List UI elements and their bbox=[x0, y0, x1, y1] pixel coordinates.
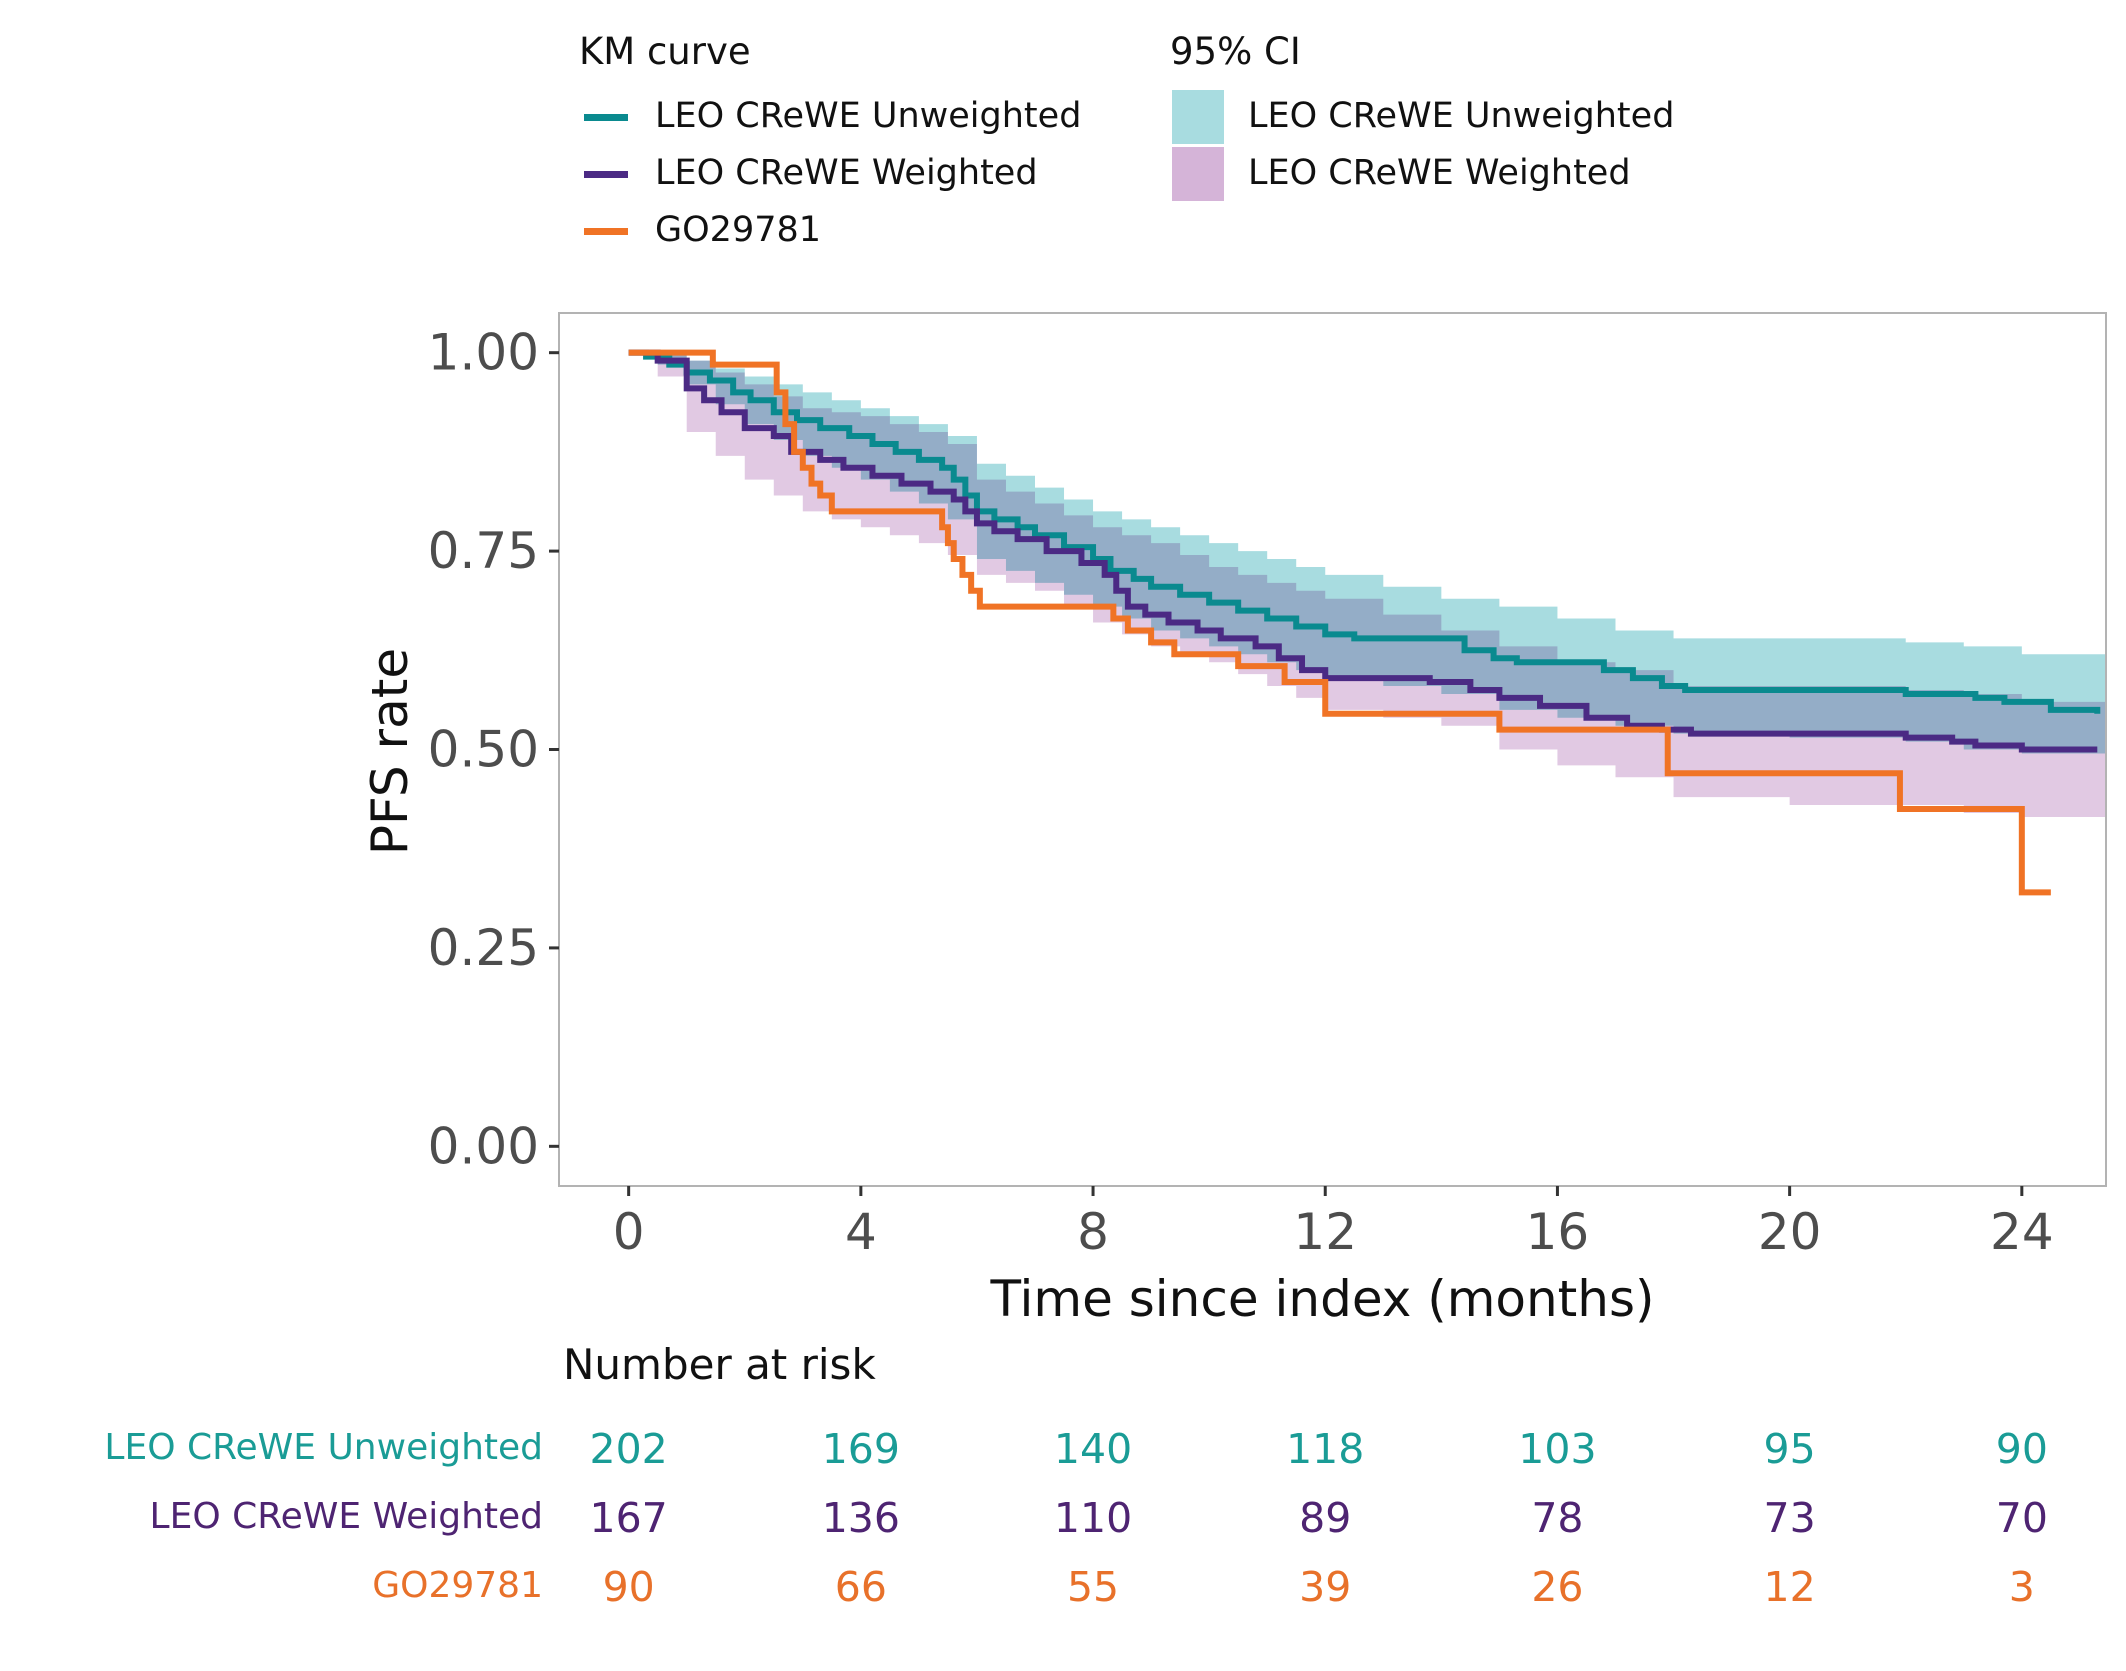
risk-cell: 73 bbox=[1763, 1494, 1816, 1542]
risk-cell: 3 bbox=[2008, 1563, 2035, 1611]
x-axis-label: Time since index (months) bbox=[989, 1270, 1654, 1328]
risk-cell: 90 bbox=[602, 1563, 655, 1611]
y-tick-label: 0.25 bbox=[428, 919, 539, 977]
risk-cell: 78 bbox=[1531, 1494, 1584, 1542]
risk-cell: 202 bbox=[589, 1425, 668, 1473]
risk-row-label: GO29781 bbox=[372, 1565, 543, 1606]
legend-swatch-ci-unweighted bbox=[1172, 90, 1224, 144]
risk-cell: 66 bbox=[834, 1563, 887, 1611]
y-tick-label: 0.50 bbox=[428, 721, 539, 779]
risk-cell: 39 bbox=[1299, 1563, 1352, 1611]
risk-cell: 89 bbox=[1299, 1494, 1352, 1542]
legend-label-ci-unweighted: LEO CReWE Unweighted bbox=[1248, 96, 1675, 136]
legend-label-weighted: LEO CReWE Weighted bbox=[655, 153, 1038, 193]
ci-band-leo-crewe-weighted bbox=[628, 352, 2107, 821]
legend-line-weighted bbox=[584, 171, 628, 178]
risk-cell: 55 bbox=[1066, 1563, 1120, 1611]
x-tick-label: 4 bbox=[845, 1203, 877, 1261]
legend-label-go29781: GO29781 bbox=[655, 210, 822, 250]
x-tick-label: 20 bbox=[1758, 1203, 1822, 1261]
km-line-leo-crewe-unweighted bbox=[628, 349, 2101, 714]
risk-cell: 140 bbox=[1053, 1425, 1133, 1473]
risk-cell: 90 bbox=[1995, 1425, 2048, 1473]
legend-label-ci-weighted: LEO CReWE Weighted bbox=[1248, 153, 1631, 193]
legend-swatch-ci-weighted bbox=[1172, 147, 1224, 201]
legend-ci-title: 95% CI bbox=[1170, 30, 1301, 73]
risk-cell: 26 bbox=[1531, 1563, 1584, 1611]
risk-row-label: LEO CReWE Unweighted bbox=[104, 1427, 543, 1468]
risk-cell: 110 bbox=[1053, 1494, 1133, 1542]
risk-cell: 136 bbox=[821, 1494, 900, 1542]
km-line-go29781 bbox=[628, 349, 2051, 896]
y-tick-label: 0.75 bbox=[428, 522, 539, 580]
x-tick-label: 16 bbox=[1526, 1203, 1590, 1261]
y-tick-label: 1.00 bbox=[428, 324, 539, 382]
legend-km-title: KM curve bbox=[579, 30, 751, 73]
risk-cell: 169 bbox=[821, 1425, 900, 1473]
risk-cell: 118 bbox=[1286, 1425, 1365, 1473]
y-tick-label: 0.00 bbox=[428, 1117, 539, 1175]
risk-cell: 95 bbox=[1763, 1425, 1816, 1473]
y-axis-label: PFS rate bbox=[361, 648, 419, 855]
legend-label-unweighted: LEO CReWE Unweighted bbox=[655, 96, 1082, 136]
legend-line-go29781 bbox=[584, 228, 628, 235]
risk-table-title: Number at risk bbox=[563, 1340, 876, 1389]
risk-cell: 167 bbox=[589, 1494, 668, 1542]
x-tick-label: 0 bbox=[613, 1203, 645, 1261]
risk-cell: 103 bbox=[1518, 1425, 1597, 1473]
x-tick-label: 12 bbox=[1293, 1203, 1357, 1261]
risk-cell: 12 bbox=[1763, 1563, 1816, 1611]
risk-row-label: LEO CReWE Weighted bbox=[149, 1496, 543, 1537]
ci-band-leo-crewe-unweighted bbox=[628, 352, 2107, 758]
risk-cell: 70 bbox=[1995, 1494, 2048, 1542]
km-lines bbox=[628, 349, 2101, 896]
y-axis: 0.00 0.25 0.50 0.75 1.00 bbox=[428, 324, 559, 1175]
ci-bands bbox=[628, 352, 2107, 821]
x-tick-label: 8 bbox=[1077, 1203, 1109, 1261]
legend-line-unweighted bbox=[584, 114, 628, 121]
x-axis: 0 4 8 12 16 20 24 bbox=[613, 1186, 2054, 1261]
x-tick-label: 24 bbox=[1990, 1203, 2054, 1261]
